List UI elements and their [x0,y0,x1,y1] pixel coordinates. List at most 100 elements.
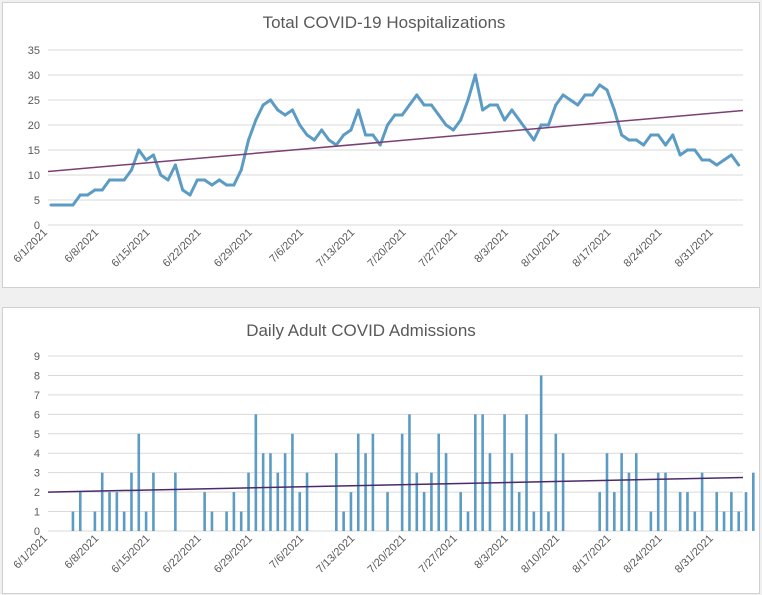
series-line-segment [122,168,133,182]
series-line-segment [415,93,426,107]
y-tick-label: 2 [34,487,40,499]
series-line-segment [371,133,382,147]
series-line-segment [71,193,82,207]
bar [649,511,653,531]
bar [737,511,740,531]
series-line-segment [693,148,704,162]
x-tick-label: 6/15/2021 [109,227,152,270]
bar [305,472,309,531]
series-line-segment [466,73,477,102]
y-tick-label: 5 [34,195,40,207]
bar [510,453,514,531]
bar [466,511,470,531]
x-tick-label: 6/15/2021 [109,533,152,576]
bar [488,453,492,531]
bar [437,433,441,531]
bar [744,492,748,531]
bar [342,511,345,531]
bar [539,375,543,531]
series-line-segment [407,93,419,107]
bar [752,472,755,531]
y-tick-label: 8 [34,370,40,382]
series-line-segment [166,163,177,182]
x-tick-label: 8/17/2021 [570,227,613,270]
bar [525,414,528,531]
bar [130,472,133,531]
series-line-segment [510,108,521,122]
bar [239,511,243,531]
series-line-segment [129,148,141,172]
bar [430,472,433,531]
y-tick-label: 30 [28,70,40,82]
bar [693,511,697,531]
x-tick-label: 6/29/2021 [212,227,255,270]
bar [415,472,419,531]
bar [152,472,155,531]
x-tick-label: 8/24/2021 [622,533,665,576]
series-line-segment [386,113,397,127]
bar [349,492,353,531]
x-tick-label: 8/3/2021 [472,533,511,572]
x-tick-label: 7/13/2021 [314,227,357,270]
trendline [47,109,744,173]
series-line-segment [664,133,675,147]
bar [408,414,411,531]
bar [261,453,265,531]
hospitalizations-chart-title: Total COVID-19 Hospitalizations [263,13,506,32]
x-tick-label: 7/13/2021 [314,533,357,576]
series-line-segment [612,108,624,137]
x-tick-label: 6/29/2021 [212,533,255,576]
series-line-segment [247,118,258,142]
y-tick-label: 20 [28,120,40,132]
trendline [47,476,744,493]
bar [554,433,558,531]
bar [444,453,448,531]
series-line-segment [546,103,558,127]
y-tick-label: 4 [34,448,40,460]
bar [247,472,250,531]
bar [532,511,536,531]
admissions-chart-title: Daily Adult COVID Admissions [246,321,476,340]
y-tick-label: 0 [34,526,40,538]
x-tick-label: 7/27/2021 [417,227,460,270]
x-tick-label: 6/22/2021 [161,533,204,576]
bar [656,472,660,531]
x-tick-label: 8/17/2021 [570,533,613,576]
series-line-segment [525,128,536,142]
series-line-segment [400,103,411,117]
series-line-segment [503,108,514,122]
bar [335,453,338,531]
series-line-segment [642,133,653,147]
bar [722,511,726,531]
bar [291,433,294,531]
x-tick-label: 6/8/2021 [63,227,102,266]
y-tick-label: 1 [34,507,40,519]
bar [503,414,506,531]
bar [254,414,258,531]
series-line-segment [232,168,243,187]
bar [93,511,97,531]
x-tick-label: 7/20/2021 [366,533,409,576]
series-line-segment [137,148,148,162]
bar [174,472,177,531]
y-tick-label: 9 [34,351,40,363]
series-line-segment [656,133,668,147]
x-tick-label: 8/3/2021 [472,227,511,266]
series-line-segment [590,83,602,97]
y-tick-label: 3 [34,468,40,480]
bar [613,492,616,531]
bar [400,433,404,531]
series-line-segment [320,128,331,142]
bar [627,472,631,531]
bar [356,433,360,531]
bar [386,492,389,531]
bar [459,492,462,531]
x-tick-label: 6/1/2021 [11,533,50,572]
bar [605,453,609,531]
y-tick-label: 25 [28,95,40,107]
bar [269,453,272,531]
bar [561,453,565,531]
series-line-segment [451,118,463,132]
x-tick-label: 6/8/2021 [63,533,102,572]
admissions-chart: Daily Adult COVID Admissions 0 1 2 3 4 5 6 7 8 9 6… [11,321,755,576]
